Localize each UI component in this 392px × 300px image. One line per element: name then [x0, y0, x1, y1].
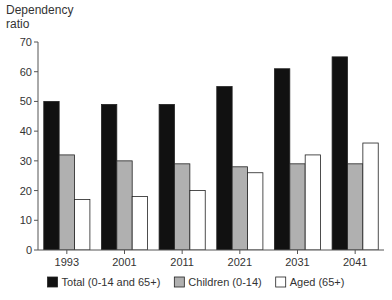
- bar: [75, 199, 90, 250]
- bar: [305, 155, 320, 250]
- y-tick-label: 0: [26, 244, 32, 256]
- bar: [217, 87, 232, 250]
- legend-swatch: [48, 277, 58, 287]
- y-tick: [34, 160, 38, 161]
- bar: [190, 191, 205, 250]
- x-tick: [355, 250, 356, 254]
- legend-label: Total (0-14 and 65+): [62, 276, 161, 288]
- bar: [274, 69, 289, 250]
- legend-item: Children (0-14): [174, 276, 261, 288]
- y-tick-label: 30: [20, 155, 32, 167]
- x-tick-label: 2041: [343, 256, 367, 268]
- x-tick-label: 2031: [285, 256, 309, 268]
- bar: [44, 101, 59, 250]
- legend-label: Children (0-14): [188, 276, 261, 288]
- bar: [332, 57, 347, 250]
- y-tick: [34, 71, 38, 72]
- bar: [159, 104, 174, 250]
- y-axis-label-line: ratio: [6, 17, 30, 31]
- bar: [232, 167, 247, 250]
- x-tick-label: 2001: [112, 256, 136, 268]
- legend-item: Aged (65+): [276, 276, 345, 288]
- y-tick-label: 70: [20, 36, 32, 48]
- bars: [44, 57, 378, 250]
- y-tick: [34, 42, 38, 43]
- bar: [363, 143, 378, 250]
- legend-label: Aged (65+): [290, 276, 345, 288]
- x-tick-label: 1993: [55, 256, 79, 268]
- x-tick-label: 2021: [228, 256, 252, 268]
- y-tick-label: 60: [20, 66, 32, 78]
- bar: [174, 164, 189, 250]
- x-tick-label: 2011: [170, 256, 194, 268]
- x-tick: [239, 250, 240, 254]
- legend-swatch: [174, 277, 184, 287]
- bar: [117, 161, 132, 250]
- y-tick-label: 20: [20, 185, 32, 197]
- y-tick: [34, 101, 38, 102]
- bar: [59, 155, 74, 250]
- y-axis-line: [38, 42, 39, 250]
- y-tick: [34, 250, 38, 251]
- x-tick: [124, 250, 125, 254]
- y-tick-label: 50: [20, 95, 32, 107]
- y-tick-label: 10: [20, 214, 32, 226]
- x-tick: [66, 250, 67, 254]
- y-tick: [34, 131, 38, 132]
- chart-container: Dependencyratio 0 10 20 30 40 50 60 70 1993 2001 20…: [0, 0, 392, 300]
- x-tick: [297, 250, 298, 254]
- y-axis-label: Dependencyratio: [6, 3, 73, 31]
- bar: [132, 197, 147, 250]
- legend: Total (0-14 and 65+) Children (0-14) Aged …: [48, 276, 345, 288]
- y-axis-label-line: Dependency: [6, 3, 73, 17]
- legend-swatch: [276, 277, 286, 287]
- y-tick-label: 40: [20, 125, 32, 137]
- bar: [290, 164, 305, 250]
- x-axis: 1993 2001 2011 2021 2031 2041: [55, 250, 368, 268]
- x-axis-line: [38, 250, 384, 251]
- y-tick: [34, 190, 38, 191]
- x-tick: [182, 250, 183, 254]
- bar: [248, 173, 263, 250]
- chart-svg: Dependencyratio 0 10 20 30 40 50 60 70 1993 2001 20…: [0, 0, 392, 300]
- y-axis: 0 10 20 30 40 50 60 70: [20, 36, 38, 256]
- bar: [347, 164, 362, 250]
- y-tick: [34, 220, 38, 221]
- legend-item: Total (0-14 and 65+): [48, 276, 161, 288]
- bar: [101, 104, 116, 250]
